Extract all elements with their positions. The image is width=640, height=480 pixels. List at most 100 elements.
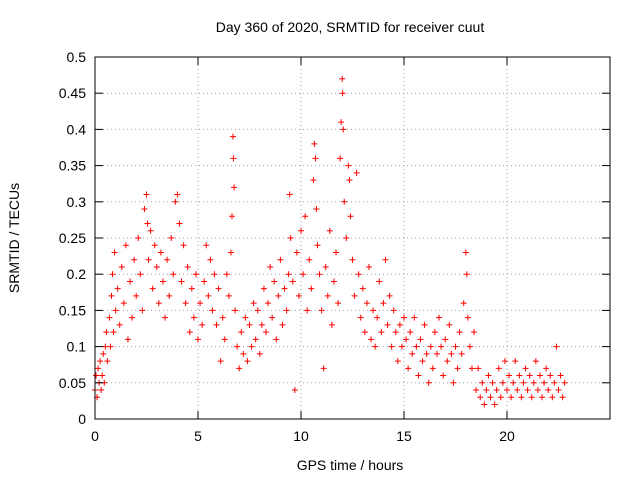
data-point <box>286 191 293 198</box>
data-point <box>287 235 294 241</box>
data-point <box>147 227 154 234</box>
data-point <box>98 387 105 394</box>
data-point <box>184 263 191 270</box>
y-tick-label: 0.25 <box>59 230 86 246</box>
data-point <box>269 314 276 321</box>
y-axis-ticks: 0 0.05 0.1 0.15 0.2 0.25 0.3 0.35 0.4 0.45 0.5 <box>59 49 610 427</box>
data-point <box>289 278 296 285</box>
data-point <box>405 365 412 372</box>
data-point <box>380 300 387 307</box>
data-point <box>460 300 467 307</box>
y-tick-label: 0.15 <box>59 302 86 318</box>
data-point <box>539 394 546 401</box>
data-point <box>227 249 234 256</box>
data-point <box>232 307 239 314</box>
data-point <box>549 394 556 401</box>
data-point <box>131 256 138 263</box>
data-point <box>107 343 114 350</box>
data-point <box>273 336 280 343</box>
data-point <box>436 314 443 321</box>
data-point <box>120 300 127 307</box>
data-point <box>164 256 171 263</box>
data-point <box>207 256 214 263</box>
y-tick-label: 0.2 <box>67 266 87 282</box>
data-point <box>551 379 558 386</box>
data-point <box>248 343 255 350</box>
data-point <box>557 372 564 379</box>
data-point <box>293 249 300 256</box>
data-point <box>417 336 424 343</box>
data-point <box>110 329 117 336</box>
data-point <box>298 227 304 234</box>
data-point <box>195 336 201 343</box>
data-point <box>346 177 353 184</box>
data-point <box>283 307 290 314</box>
data-point <box>497 394 504 401</box>
data-point <box>178 278 185 285</box>
data-point <box>124 336 131 343</box>
data-point <box>295 292 302 299</box>
data-point <box>228 213 235 220</box>
data-point <box>471 329 478 336</box>
data-point <box>444 358 451 365</box>
data-point <box>93 372 100 379</box>
data-point <box>149 285 156 292</box>
data-point <box>182 300 189 307</box>
data-point <box>504 387 510 394</box>
data-point <box>493 387 500 394</box>
data-point <box>536 372 543 379</box>
data-point <box>341 198 348 205</box>
data-point <box>541 379 548 386</box>
data-point <box>127 278 134 285</box>
data-point <box>116 321 123 328</box>
data-point <box>423 350 430 357</box>
data-point <box>242 314 249 321</box>
data-point <box>390 307 397 314</box>
data-point <box>221 336 228 343</box>
data-point <box>534 387 541 394</box>
data-point <box>357 314 364 321</box>
data-point <box>431 329 438 336</box>
data-point <box>338 119 345 126</box>
data-point <box>398 343 405 350</box>
data-point <box>368 336 375 343</box>
data-point <box>201 278 208 285</box>
data-point <box>155 300 162 307</box>
data-point <box>440 372 447 379</box>
data-point <box>109 271 116 278</box>
data-points <box>92 75 568 408</box>
data-point <box>345 162 352 169</box>
data-point <box>157 249 164 256</box>
data-point <box>487 394 494 401</box>
data-point <box>97 358 104 365</box>
data-point <box>197 300 204 307</box>
data-point <box>271 278 278 285</box>
data-point <box>522 365 529 372</box>
data-point <box>223 271 230 278</box>
data-point <box>365 263 372 270</box>
data-point <box>275 292 282 299</box>
data-point <box>495 365 502 372</box>
y-tick-label: 0.5 <box>67 49 87 65</box>
data-point <box>363 300 370 307</box>
data-point <box>501 358 508 365</box>
data-point <box>230 133 237 140</box>
data-point <box>306 256 313 263</box>
data-point <box>396 321 403 328</box>
data-point <box>203 242 210 249</box>
data-point <box>512 358 519 365</box>
data-point <box>473 387 480 394</box>
data-point <box>137 271 144 278</box>
y-axis-title: SRMTID / TECUs <box>6 183 22 293</box>
data-point <box>485 372 492 379</box>
data-point <box>330 278 337 285</box>
x-axis-ticks: 0 5 10 15 20 <box>91 57 515 444</box>
data-point <box>481 401 488 408</box>
data-point <box>543 365 550 372</box>
data-point <box>475 365 482 372</box>
data-point <box>452 343 459 350</box>
data-point <box>300 271 307 278</box>
data-point <box>372 343 379 350</box>
data-point <box>355 271 362 278</box>
data-point <box>438 343 445 350</box>
